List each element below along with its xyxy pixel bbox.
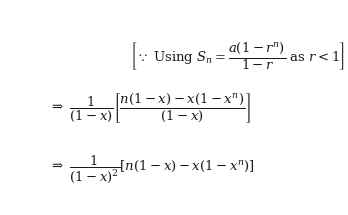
Text: $\Rightarrow\ \dfrac{1}{(1-x)}\left[\dfrac{n(1-x)-x(1-x^n)}{(1-x)}\right]$: $\Rightarrow\ \dfrac{1}{(1-x)}\left[\dfr… [49, 92, 251, 125]
Text: $\Rightarrow\ \dfrac{1}{(1-x)^2}\left[n(1-x)-x(1-x^n)\right]$: $\Rightarrow\ \dfrac{1}{(1-x)^2}\left[n(… [49, 154, 254, 185]
Text: $\left[\because\ \mathrm{Using}\ S_n = \dfrac{a(1-r^n)}{1-r}\ \mathrm{as}\ r < 1: $\left[\because\ \mathrm{Using}\ S_n = \… [130, 40, 345, 72]
